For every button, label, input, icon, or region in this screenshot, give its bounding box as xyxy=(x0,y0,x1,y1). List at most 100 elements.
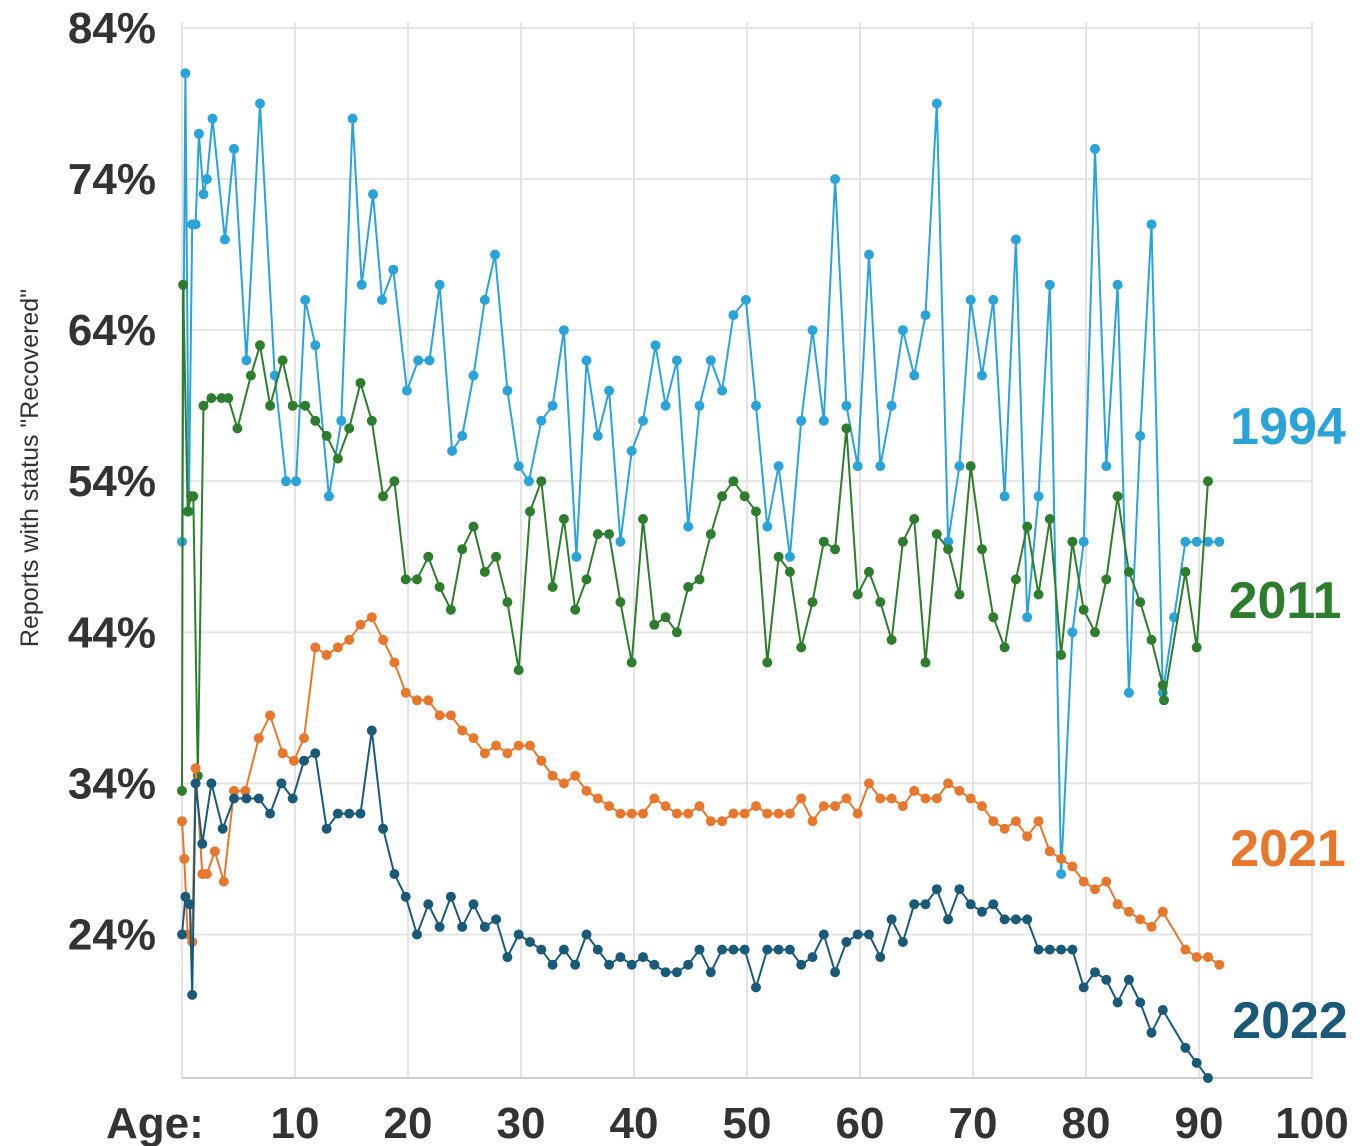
data-point-2022 xyxy=(977,906,987,917)
data-point-1994 xyxy=(547,400,558,411)
data-point-2011 xyxy=(366,415,377,426)
data-point-2022 xyxy=(1033,944,1044,955)
data-point-2011 xyxy=(188,491,199,502)
data-point-2022 xyxy=(468,899,479,910)
x-tick-label: 50 xyxy=(723,1099,772,1146)
data-point-2022 xyxy=(434,921,445,932)
data-point-2022 xyxy=(558,944,569,955)
data-point-2011 xyxy=(287,400,298,411)
data-point-2011 xyxy=(400,574,411,585)
data-point-2022 xyxy=(988,899,999,910)
data-point-2021 xyxy=(344,634,355,645)
data-point-2011 xyxy=(705,529,716,540)
data-point-2011 xyxy=(649,619,660,630)
data-point-1994 xyxy=(965,294,976,305)
data-point-2022 xyxy=(457,921,468,932)
data-point-2022 xyxy=(355,808,366,819)
data-point-2011 xyxy=(255,340,265,351)
data-point-2022 xyxy=(875,952,886,963)
data-point-2022 xyxy=(615,952,626,963)
data-point-2021 xyxy=(875,793,886,804)
data-point-2021 xyxy=(479,748,490,759)
data-point-2022 xyxy=(830,967,841,978)
data-point-2021 xyxy=(830,801,841,812)
data-point-2011 xyxy=(626,657,637,668)
data-point-2022 xyxy=(999,914,1010,925)
data-point-2022 xyxy=(265,808,276,819)
data-point-2011 xyxy=(445,604,456,615)
data-point-2021 xyxy=(909,785,920,796)
data-point-1994 xyxy=(571,551,582,562)
data-point-2021 xyxy=(253,733,264,744)
data-point-2022 xyxy=(751,982,761,993)
data-point-2022 xyxy=(683,959,694,970)
data-point-1994 xyxy=(255,98,265,109)
data-point-2022 xyxy=(570,959,581,970)
data-point-2021 xyxy=(717,816,728,827)
data-point-1994 xyxy=(1146,219,1157,230)
series-label-2011: 2011 xyxy=(1229,572,1342,630)
y-axis: 84% 74% 64% 54% 44% 34% 24% xyxy=(68,4,156,959)
data-point-1994 xyxy=(190,219,201,230)
data-point-1994 xyxy=(424,355,435,366)
data-point-2021 xyxy=(931,793,942,804)
data-point-2022 xyxy=(229,793,239,804)
data-point-2011 xyxy=(355,378,366,388)
data-point-2022 xyxy=(604,959,615,970)
data-point-2022 xyxy=(1090,967,1100,978)
data-point-2011 xyxy=(830,544,841,555)
data-point-2022 xyxy=(378,823,389,834)
data-point-2022 xyxy=(536,944,547,955)
data-point-2022 xyxy=(1135,997,1146,1008)
data-point-2011 xyxy=(344,423,355,434)
series-line-1994 xyxy=(181,72,1220,875)
y-tick-label: 64% xyxy=(68,306,156,355)
data-point-2022 xyxy=(784,944,795,955)
series-lines xyxy=(177,68,1225,1083)
data-point-1994 xyxy=(717,385,728,396)
data-point-1994 xyxy=(291,476,302,487)
data-point-1994 xyxy=(310,340,321,351)
data-point-2011 xyxy=(897,536,908,547)
data-point-2021 xyxy=(445,710,456,721)
data-point-1994 xyxy=(784,551,795,562)
data-point-2021 xyxy=(1067,861,1078,872)
data-point-2022 xyxy=(592,944,603,955)
data-point-2011 xyxy=(807,597,818,608)
data-point-1994 xyxy=(626,446,637,456)
data-point-2022 xyxy=(762,944,773,955)
data-point-2021 xyxy=(649,793,660,804)
data-point-2011 xyxy=(683,582,694,592)
data-point-1994 xyxy=(479,294,490,305)
data-point-2011 xyxy=(1191,642,1202,653)
data-point-1994 xyxy=(536,415,547,426)
data-point-2022 xyxy=(931,884,942,895)
data-point-2011 xyxy=(988,612,999,623)
data-point-2021 xyxy=(1044,846,1055,857)
data-point-2021 xyxy=(366,612,377,623)
data-point-2021 xyxy=(190,763,201,774)
data-point-2011 xyxy=(852,589,863,600)
data-point-2022 xyxy=(1112,997,1123,1008)
data-point-2022 xyxy=(187,989,198,1000)
data-point-2011 xyxy=(412,574,422,585)
data-point-2022 xyxy=(1067,944,1078,955)
data-point-1994 xyxy=(193,128,204,139)
data-point-1994 xyxy=(897,325,908,336)
data-point-1994 xyxy=(830,174,841,185)
data-point-2011 xyxy=(954,589,965,600)
data-point-1994 xyxy=(198,189,209,200)
data-point-2021 xyxy=(841,793,852,804)
data-point-2022 xyxy=(1191,1057,1202,1068)
data-point-2011 xyxy=(920,657,931,668)
data-point-2022 xyxy=(909,899,920,910)
data-point-2011 xyxy=(1180,566,1191,577)
data-point-2022 xyxy=(864,929,874,940)
data-point-2022 xyxy=(638,952,648,963)
data-point-2021 xyxy=(705,816,716,827)
grid-lines xyxy=(181,22,1313,1079)
data-point-2022 xyxy=(626,959,637,970)
series-line-2021 xyxy=(181,616,1220,966)
data-point-2022 xyxy=(705,967,716,978)
data-point-2021 xyxy=(739,808,750,819)
